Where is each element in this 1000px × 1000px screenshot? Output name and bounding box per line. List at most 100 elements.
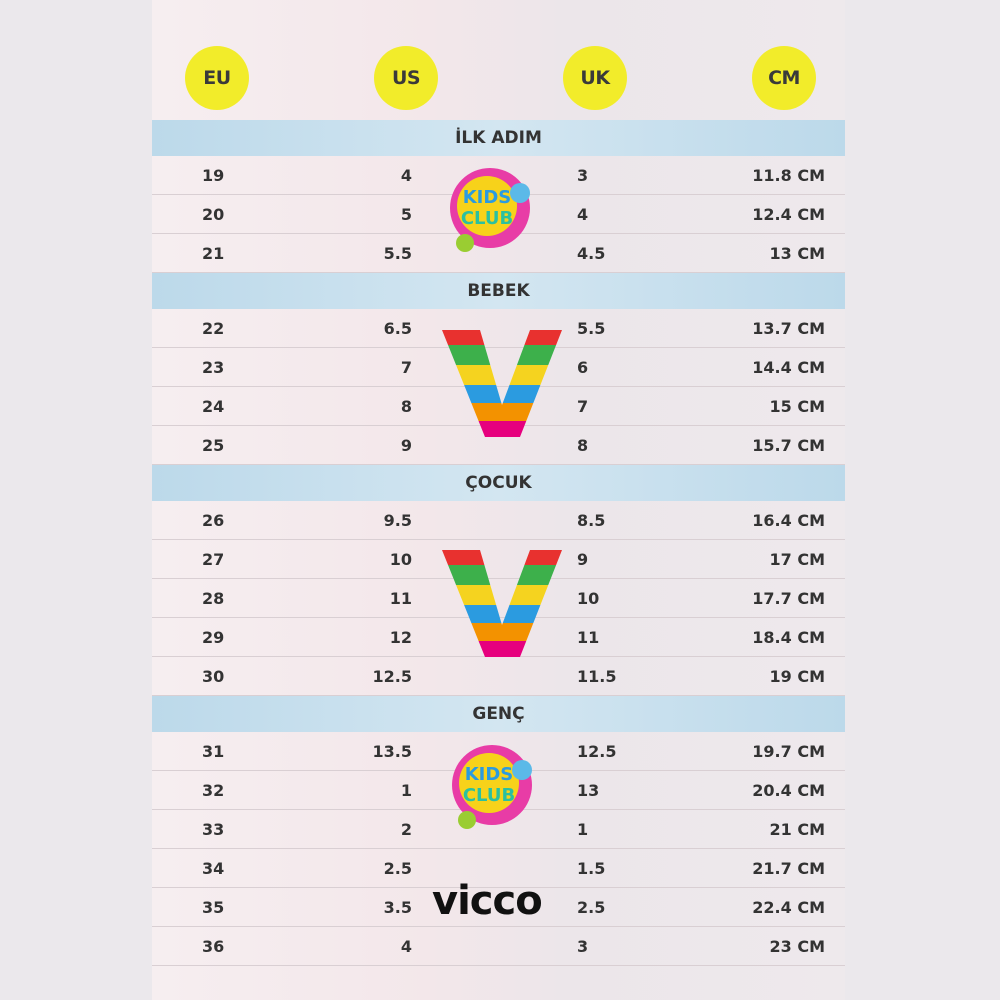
header-uk: UK xyxy=(563,46,627,110)
cell-uk: 3 xyxy=(577,937,589,956)
svg-text:CLUB: CLUB xyxy=(461,208,513,229)
cell-uk: 4.5 xyxy=(577,244,606,263)
cell-us: 2 xyxy=(400,820,412,839)
section-band: BEBEK xyxy=(152,273,845,309)
cell-uk: 10 xyxy=(577,589,600,608)
header-eu: EU xyxy=(185,46,249,110)
size-row: 22 6.5 5.5 13.7 CM xyxy=(152,309,845,348)
cell-us: 5.5 xyxy=(383,244,412,263)
cell-uk: 3 xyxy=(577,166,589,185)
cell-cm: 17 CM xyxy=(769,550,826,569)
cell-uk: 11 xyxy=(577,628,600,647)
cell-uk: 8 xyxy=(577,436,589,455)
cell-us: 10 xyxy=(389,550,412,569)
cell-eu: 20 xyxy=(202,205,225,224)
cell-us: 9 xyxy=(400,436,412,455)
cell-cm: 21.7 CM xyxy=(752,859,825,878)
cell-eu: 35 xyxy=(202,898,225,917)
size-row: 21 5.5 4.5 13 CM xyxy=(152,234,845,273)
kids-club-logo: KIDS CLUB xyxy=(450,168,530,252)
cell-uk: 5.5 xyxy=(577,319,606,338)
cell-cm: 20.4 CM xyxy=(752,781,825,800)
cell-us: 12.5 xyxy=(372,667,412,686)
cell-cm: 21 CM xyxy=(769,820,826,839)
size-row: 33 2 1 21 CM xyxy=(152,810,845,849)
cell-eu: 36 xyxy=(202,937,225,956)
section-band: İLK ADIM xyxy=(152,120,845,156)
cell-us: 7 xyxy=(400,358,412,377)
cell-cm: 13 CM xyxy=(769,244,826,263)
cell-eu: 33 xyxy=(202,820,225,839)
cell-uk: 1.5 xyxy=(577,859,606,878)
cell-us: 8 xyxy=(400,397,412,416)
header-us: US xyxy=(374,46,438,110)
cell-cm: 16.4 CM xyxy=(752,511,825,530)
cell-us: 9.5 xyxy=(383,511,412,530)
size-row: 27 10 9 17 CM xyxy=(152,540,845,579)
vicco-v-logo xyxy=(442,550,562,657)
cell-uk: 9 xyxy=(577,550,589,569)
kids-club-logo: KIDS CLUB xyxy=(452,745,532,829)
cell-eu: 30 xyxy=(202,667,225,686)
cell-cm: 15.7 CM xyxy=(752,436,825,455)
vicco-v-logo xyxy=(442,330,562,437)
section-band: GENÇ xyxy=(152,696,845,732)
cell-uk: 7 xyxy=(577,397,589,416)
size-table: İLK ADIM 19 4 3 11.8 CM 20 5 4 12.4 CM 21 5.5 4.5 13… xyxy=(152,120,845,966)
cell-eu: 29 xyxy=(202,628,225,647)
cell-eu: 19 xyxy=(202,166,225,185)
cell-us: 11 xyxy=(389,589,412,608)
cell-uk: 1 xyxy=(577,820,589,839)
size-chart: EU US UK CM İLK ADIM 19 4 3 11.8 CM 20 5 4 12.4 … xyxy=(152,0,845,1000)
cell-uk: 13 xyxy=(577,781,600,800)
cell-eu: 28 xyxy=(202,589,225,608)
cell-cm: 17.7 CM xyxy=(752,589,825,608)
cell-cm: 23 CM xyxy=(769,937,826,956)
vicco-wordmark: vicco xyxy=(432,878,543,924)
cell-uk: 8.5 xyxy=(577,511,606,530)
cell-eu: 26 xyxy=(202,511,225,530)
cell-us: 5 xyxy=(400,205,412,224)
cell-cm: 19.7 CM xyxy=(752,742,825,761)
cell-us: 2.5 xyxy=(383,859,412,878)
cell-eu: 25 xyxy=(202,436,225,455)
cell-uk: 11.5 xyxy=(577,667,617,686)
size-row: 36 4 3 23 CM xyxy=(152,927,845,966)
cell-eu: 32 xyxy=(202,781,225,800)
header-cm: CM xyxy=(752,46,816,110)
section-band: ÇOCUK xyxy=(152,465,845,501)
size-row: 23 7 6 14.4 CM xyxy=(152,348,845,387)
cell-us: 4 xyxy=(400,937,412,956)
size-row: 35 3.5 2.5 22.4 CM xyxy=(152,888,845,927)
cell-eu: 27 xyxy=(202,550,225,569)
column-headers: EU US UK CM xyxy=(152,30,845,120)
svg-text:KIDS: KIDS xyxy=(465,764,514,785)
cell-cm: 13.7 CM xyxy=(752,319,825,338)
cell-eu: 34 xyxy=(202,859,225,878)
cell-us: 12 xyxy=(389,628,412,647)
cell-uk: 6 xyxy=(577,358,589,377)
cell-cm: 11.8 CM xyxy=(752,166,825,185)
cell-cm: 19 CM xyxy=(769,667,826,686)
svg-text:CLUB: CLUB xyxy=(463,785,515,806)
size-row: 30 12.5 11.5 19 CM xyxy=(152,657,845,696)
size-row: 26 9.5 8.5 16.4 CM xyxy=(152,501,845,540)
cell-eu: 24 xyxy=(202,397,225,416)
svg-text:KIDS: KIDS xyxy=(463,187,512,208)
cell-us: 1 xyxy=(400,781,412,800)
cell-us: 4 xyxy=(400,166,412,185)
cell-eu: 22 xyxy=(202,319,225,338)
cell-cm: 22.4 CM xyxy=(752,898,825,917)
cell-eu: 31 xyxy=(202,742,225,761)
cell-us: 6.5 xyxy=(383,319,412,338)
cell-cm: 14.4 CM xyxy=(752,358,825,377)
cell-cm: 12.4 CM xyxy=(752,205,825,224)
cell-us: 13.5 xyxy=(372,742,412,761)
cell-uk: 12.5 xyxy=(577,742,617,761)
cell-eu: 23 xyxy=(202,358,225,377)
cell-eu: 21 xyxy=(202,244,225,263)
cell-us: 3.5 xyxy=(383,898,412,917)
cell-uk: 2.5 xyxy=(577,898,606,917)
size-row: 34 2.5 1.5 21.7 CM xyxy=(152,849,845,888)
cell-cm: 18.4 CM xyxy=(752,628,825,647)
